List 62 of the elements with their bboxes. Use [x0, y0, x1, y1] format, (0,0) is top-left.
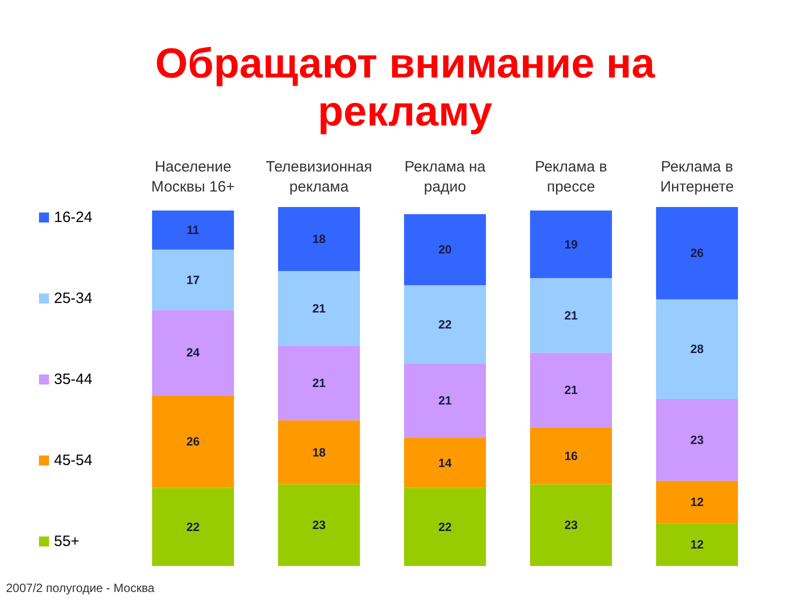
legend-label: 35-44: [54, 371, 92, 388]
data-label: 21: [312, 376, 326, 390]
bar: [656, 398, 738, 481]
bar: [656, 299, 738, 399]
bar: [530, 352, 612, 428]
legend-label: 45-54: [54, 452, 92, 469]
data-label: 24: [186, 346, 200, 360]
chart-title: Обращают внимание на рекламу: [155, 40, 656, 134]
data-label: 12: [690, 538, 704, 552]
bar: [404, 285, 486, 364]
data-label: 22: [438, 520, 452, 534]
data-label: 28: [690, 342, 704, 356]
bar: [404, 363, 486, 438]
bar: [530, 427, 612, 484]
x-tick-label: Реклама на радио: [404, 158, 486, 196]
bar: [656, 480, 738, 524]
data-label: 14: [438, 456, 452, 470]
x-tick-label: Население Москвы 16+: [151, 158, 235, 196]
bar: [278, 207, 360, 271]
bar: [656, 207, 738, 300]
bar: [278, 346, 360, 420]
data-label: 21: [564, 383, 578, 398]
data-label: 16: [564, 448, 578, 463]
bar: [152, 488, 234, 566]
bar: [530, 278, 612, 353]
bar: [278, 484, 360, 566]
legend-label: 25-34: [54, 290, 92, 307]
x-tick-label: Реклама в прессе: [534, 158, 608, 196]
bar: [530, 484, 612, 566]
data-label: 11: [186, 223, 200, 238]
bar: [278, 420, 360, 484]
data-label: 12: [690, 495, 704, 510]
data-label: 23: [564, 518, 578, 532]
legend-label: 55+: [54, 533, 80, 550]
data-label: 23: [690, 432, 704, 447]
legend-label: 16-24: [54, 209, 92, 226]
bar: [152, 395, 234, 488]
data-label: 26: [690, 246, 704, 260]
data-label: 18: [312, 232, 326, 246]
data-label: 17: [186, 272, 200, 287]
bar: [404, 214, 486, 286]
data-label: 19: [564, 237, 578, 252]
bar: [656, 523, 738, 566]
bar: [404, 438, 486, 488]
data-label: 23: [312, 518, 326, 532]
bar: [152, 210, 234, 250]
text: 2007/2 полугодие - Москва: [6, 581, 155, 595]
bar: [152, 250, 234, 310]
bar: [530, 210, 612, 278]
data-label: 18: [312, 445, 326, 460]
data-label: 22: [438, 317, 452, 332]
data-label: 22: [186, 520, 200, 534]
data-label: 20: [438, 242, 452, 257]
bar: [152, 310, 234, 396]
bar: [278, 270, 360, 346]
data-label: 21: [312, 301, 326, 316]
data-label: 21: [564, 308, 578, 322]
x-tick-label: Реклама в Интернете: [660, 158, 734, 196]
x-tick-label: Телевизионная реклама: [266, 158, 372, 196]
bar: [404, 488, 486, 566]
data-label: 21: [438, 394, 452, 408]
data-label: 26: [186, 434, 200, 449]
